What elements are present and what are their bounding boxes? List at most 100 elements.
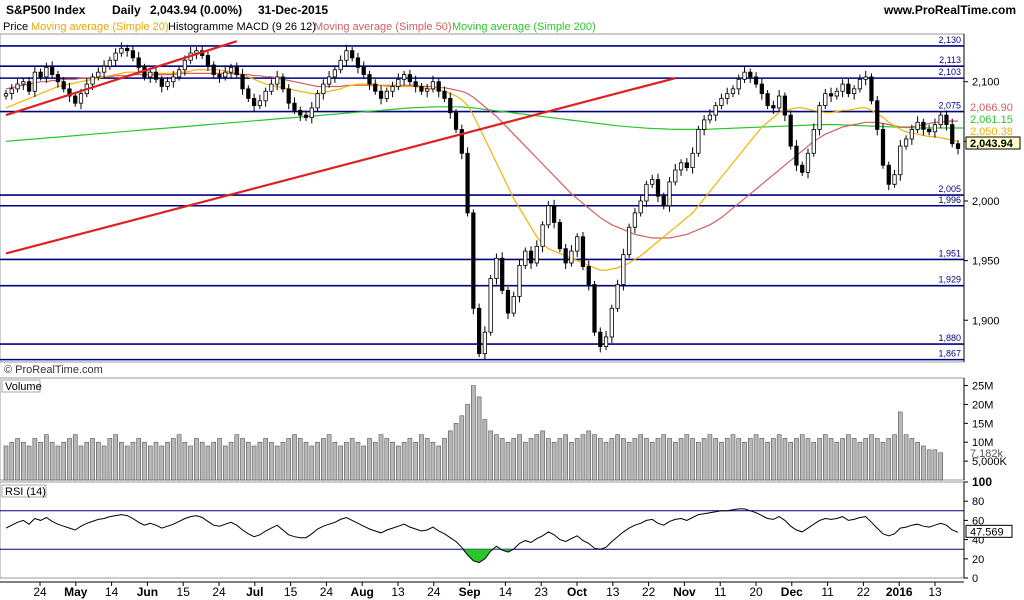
volume-bar <box>494 434 499 481</box>
volume-bar <box>794 438 799 481</box>
volume-bar <box>234 434 240 481</box>
trend-line <box>5 77 676 255</box>
level-label: 2,113 <box>939 55 961 65</box>
volume-bar <box>696 441 701 481</box>
candle-body <box>771 105 776 109</box>
candle-body <box>540 224 545 247</box>
x-tick-label: 14 <box>105 585 119 599</box>
volume-bar <box>182 441 188 481</box>
candle-body <box>702 119 707 130</box>
candle-body <box>569 250 574 264</box>
volume-bar <box>811 441 817 481</box>
legend-ma20[interactable]: Moving average (Simple 20) <box>31 21 169 33</box>
candle-body <box>401 74 407 80</box>
x-tick-label: 13 <box>928 585 942 599</box>
volume-bar <box>840 438 845 481</box>
candle-body <box>667 181 672 207</box>
volume-bar <box>447 430 453 481</box>
candle-body <box>275 76 280 85</box>
candle-body <box>673 169 678 183</box>
candle-body <box>234 66 239 75</box>
volume-bar <box>886 438 892 481</box>
candle-body <box>107 59 112 67</box>
candle-body <box>390 86 395 92</box>
volume-bar <box>534 434 540 481</box>
value-tag-ma20: 2,050.38 <box>970 126 1013 138</box>
volume-bar <box>424 438 430 481</box>
legend-macd[interactable]: Histogramme MACD (9 26 12) <box>168 21 316 33</box>
level-label: 2,103 <box>938 67 961 77</box>
volume-bar <box>159 445 165 481</box>
volume-bar <box>851 438 857 481</box>
volume-bar <box>9 441 15 481</box>
volume-bar <box>142 441 147 481</box>
candle-body <box>240 74 245 90</box>
candle-body <box>788 114 793 147</box>
candle-body <box>817 105 822 130</box>
volume-bar <box>390 441 395 481</box>
rsi-last-label: 47.569 <box>970 526 1004 538</box>
volume-bar <box>349 438 355 481</box>
candle-body <box>246 88 251 99</box>
x-tick-label: 23 <box>535 585 549 599</box>
legend-price[interactable]: Price <box>3 21 29 33</box>
candle-body <box>505 290 511 314</box>
price-tick-label: 2,100 <box>972 77 1000 89</box>
x-tick-label: 24 <box>320 585 334 599</box>
volume-bar <box>834 441 840 481</box>
candle-body <box>903 138 909 147</box>
candle-body <box>650 179 655 185</box>
volume-bar <box>188 445 193 481</box>
volume-bar <box>869 434 874 481</box>
candle-body <box>575 236 580 252</box>
legend-ma50[interactable]: Moving average (Simple 50) <box>314 21 452 33</box>
volume-bar <box>274 445 280 481</box>
volume-bar <box>511 438 517 481</box>
candle-body <box>326 76 332 85</box>
site-label[interactable]: www.ProRealTime.com <box>884 3 1017 17</box>
candle-body <box>742 71 747 80</box>
chart-header: S&P500 Index Daily 2,043.94 (0.00%) 31-D… <box>0 0 1024 20</box>
volume-bar <box>413 441 418 481</box>
candle-body <box>488 278 493 333</box>
candle-body <box>615 284 620 309</box>
level-label: 1,867 <box>938 349 961 359</box>
candle-body <box>476 307 482 355</box>
volume-tick-label: 15M <box>972 418 993 430</box>
candle-body <box>448 98 453 114</box>
candle-body <box>938 114 943 126</box>
candle-body <box>546 205 551 226</box>
x-tick-label: 15 <box>284 585 298 599</box>
level-label: 2,005 <box>938 184 961 194</box>
rsi-title-box <box>1 484 47 498</box>
volume-bar <box>199 441 205 481</box>
candle-body <box>15 83 20 90</box>
candle-body <box>892 174 897 185</box>
volume-bar <box>505 441 511 481</box>
volume-bar <box>921 445 926 481</box>
volume-bar <box>32 438 38 481</box>
volume-bar <box>217 438 222 481</box>
volume-tick-label: 20M <box>972 399 993 411</box>
x-tick-label: 13 <box>606 585 620 599</box>
x-tick-label: 24 <box>33 585 47 599</box>
candle-body <box>921 121 926 130</box>
legend-ma200[interactable]: Moving average (Simple 200) <box>452 21 596 33</box>
volume-bar <box>297 438 303 481</box>
rsi-tick-label: 20 <box>972 554 984 566</box>
volume-bar <box>690 438 695 481</box>
volume-bar <box>326 434 332 481</box>
candle-body <box>863 76 868 80</box>
volume-bar <box>517 434 522 481</box>
candle-body <box>725 93 730 99</box>
candle-body <box>211 64 216 75</box>
volume-bar <box>286 438 292 481</box>
volume-bar <box>372 441 378 481</box>
volume-bar <box>419 434 424 481</box>
candle-body <box>384 90 389 99</box>
candle-body <box>609 307 614 338</box>
candle-body <box>869 76 874 102</box>
candle-body <box>286 88 291 104</box>
volume-bar <box>26 445 32 481</box>
